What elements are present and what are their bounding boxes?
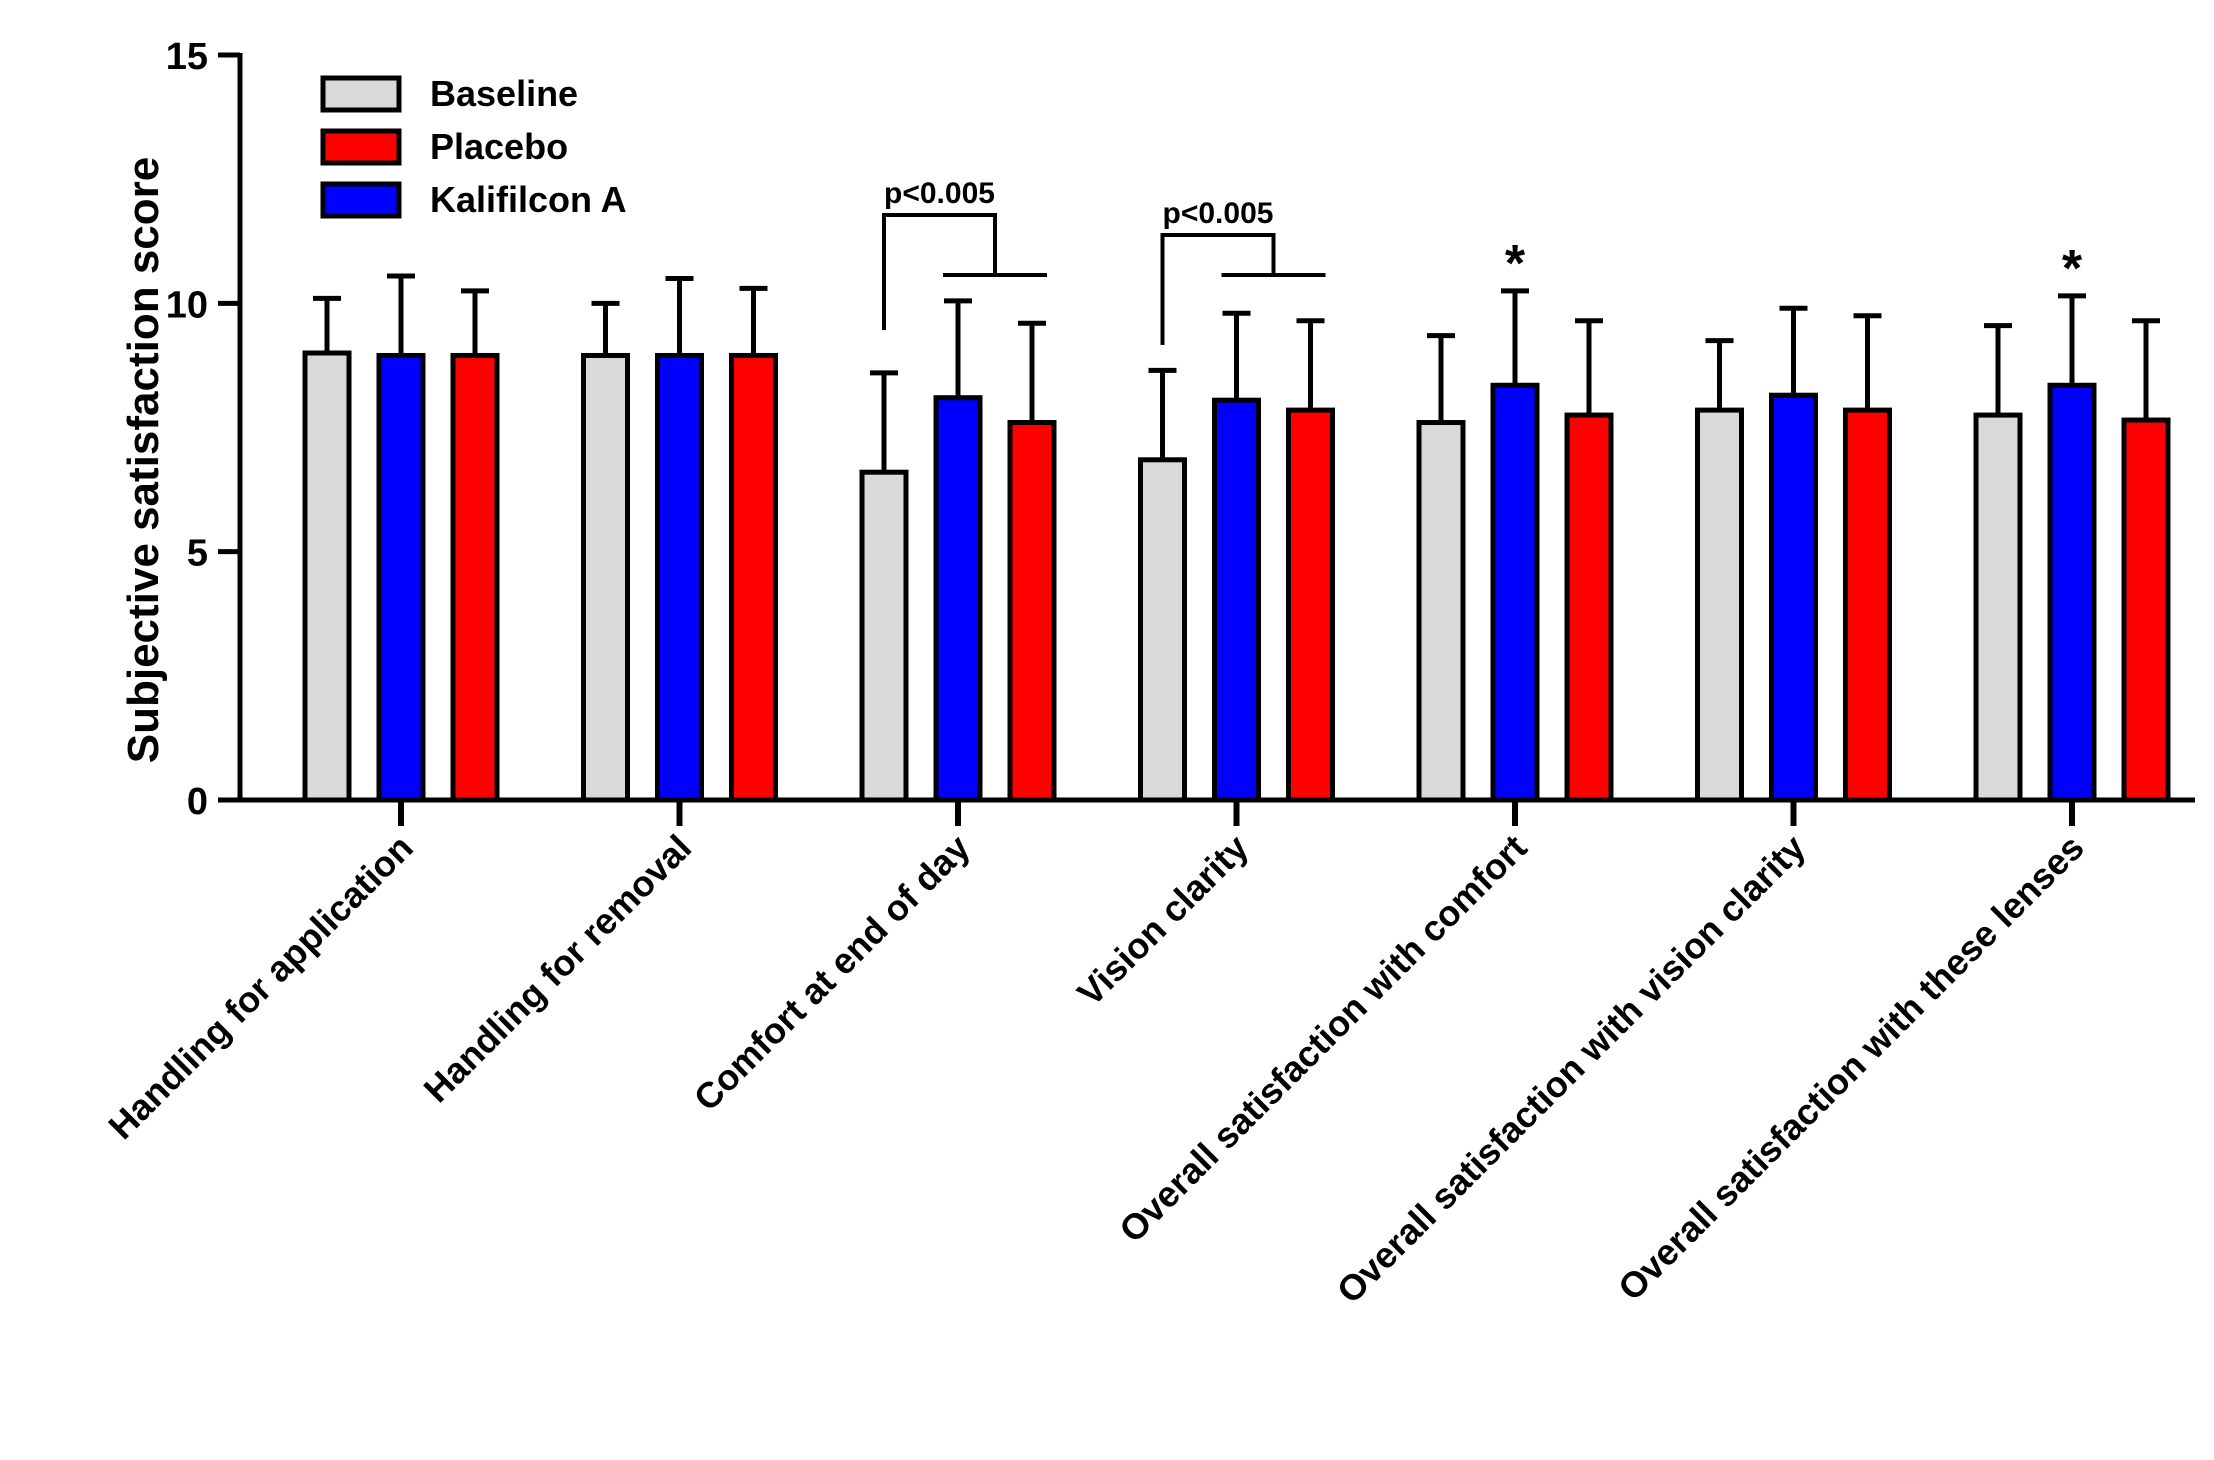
p-value-label: p<0.005 xyxy=(884,177,995,210)
significance-bracket xyxy=(882,213,997,330)
x-tick-label: Overall satisfaction with vision clarity xyxy=(1329,827,1814,1312)
bar xyxy=(581,352,630,803)
bar xyxy=(2047,382,2097,803)
bar xyxy=(1973,412,2023,803)
x-tick-label: Vision clarity xyxy=(1069,827,1256,1014)
x-tick-label: Handling for removal xyxy=(416,827,700,1111)
bar xyxy=(1286,407,1335,803)
y-tick-label: 0 xyxy=(187,781,208,823)
bar xyxy=(1843,407,1892,803)
y-axis-label: Subjective satisfaction score xyxy=(119,157,168,763)
significance-star: * xyxy=(2062,240,2083,298)
bar xyxy=(1416,420,1466,803)
y-tick-label: 10 xyxy=(166,284,208,326)
x-tick-label: Handling for application xyxy=(100,827,420,1147)
legend-swatch xyxy=(320,128,402,166)
bar xyxy=(729,352,778,803)
p-value-label: p<0.005 xyxy=(1163,197,1274,230)
annotations-layer: p<0.005 p<0.005 * * xyxy=(882,177,2083,345)
bar xyxy=(376,352,426,803)
bar xyxy=(1564,412,1614,803)
bar xyxy=(1138,457,1187,803)
bars-layer xyxy=(302,273,2171,803)
bar xyxy=(1007,420,1057,803)
bar xyxy=(1490,382,1540,803)
bar xyxy=(302,350,352,803)
bar xyxy=(859,469,909,803)
bar xyxy=(1212,397,1261,803)
legend-label: Placebo xyxy=(430,126,568,167)
bar xyxy=(450,352,500,803)
y-tick-label: 15 xyxy=(166,36,208,78)
bar xyxy=(933,395,983,803)
bar xyxy=(2121,417,2171,803)
legend-label: Kalifilcon A xyxy=(430,179,627,220)
bar xyxy=(1769,392,1818,803)
legend: Baseline Placebo Kalifilcon A xyxy=(320,73,627,220)
legend-label: Baseline xyxy=(430,73,578,114)
significance-bracket xyxy=(1160,233,1276,345)
bar xyxy=(1695,407,1744,803)
bar xyxy=(655,352,704,803)
x-tick-label: Overall satisfaction with these lenses xyxy=(1610,827,2092,1309)
legend-swatch xyxy=(320,181,402,219)
legend-swatch xyxy=(320,75,402,113)
significance-star: * xyxy=(1505,235,1526,293)
x-tick-label: Comfort at end of day xyxy=(686,827,978,1119)
y-tick-label: 5 xyxy=(187,533,208,575)
